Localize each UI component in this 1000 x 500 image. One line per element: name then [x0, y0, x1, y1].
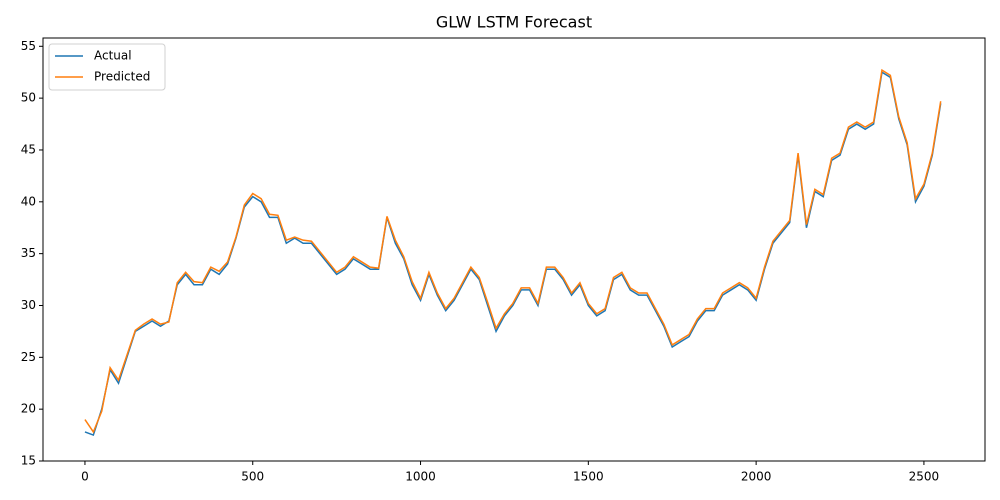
y-tick-label: 45 — [21, 142, 36, 156]
chart-title: GLW LSTM Forecast — [436, 13, 592, 32]
plot-frame — [42, 37, 986, 462]
x-tick-label: 2000 — [741, 470, 772, 484]
y-tick-label: 50 — [21, 91, 36, 105]
legend-label: Predicted — [94, 70, 150, 84]
x-tick-label: 1500 — [573, 470, 604, 484]
legend: Actual Predicted — [48, 43, 166, 91]
x-tick-label: 2500 — [909, 470, 940, 484]
y-tick-label: 35 — [21, 246, 36, 260]
y-tick-label: 55 — [21, 39, 36, 53]
y-tick-label: 30 — [21, 298, 36, 312]
legend-label: Actual — [94, 49, 132, 63]
x-tick-label: 0 — [81, 470, 89, 484]
y-tick-label: 25 — [21, 350, 36, 364]
x-tick-label: 1000 — [405, 470, 436, 484]
y-tick-label: 15 — [21, 454, 36, 468]
y-tick-label: 20 — [21, 402, 36, 416]
y-tick-label: 40 — [21, 194, 36, 208]
x-tick-label: 500 — [241, 470, 264, 484]
series-line — [84, 70, 942, 437]
series-line — [84, 68, 942, 434]
